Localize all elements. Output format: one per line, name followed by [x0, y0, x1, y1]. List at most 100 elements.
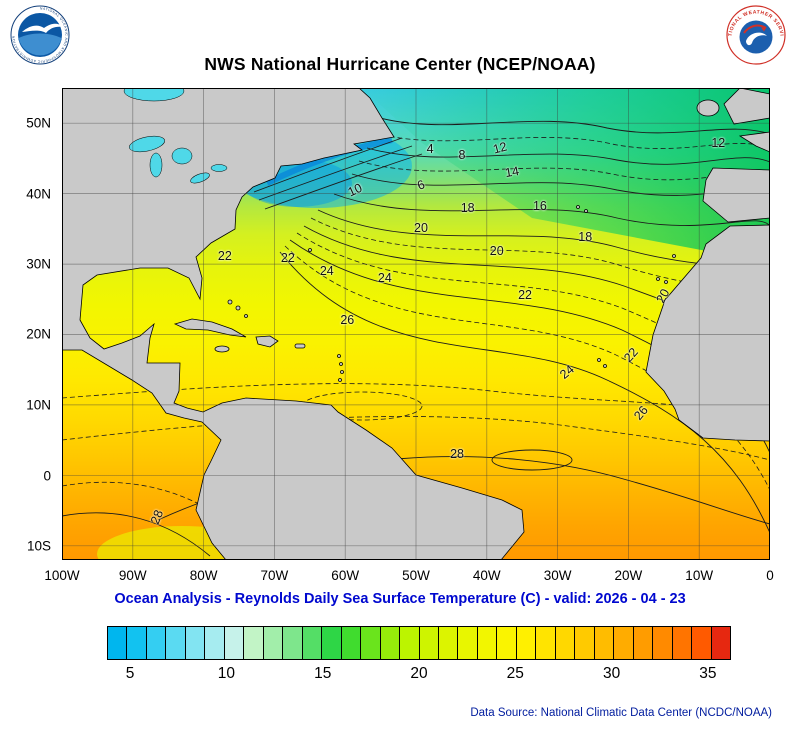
- contour-label: 24: [377, 271, 392, 286]
- x-axis-tick-label: 10W: [685, 568, 714, 583]
- grid-lines: [62, 88, 770, 560]
- land-jamaica: [214, 345, 230, 353]
- colorbar-cell: [692, 627, 712, 659]
- land-puerto-rico: [294, 343, 306, 349]
- y-axis: 50N 40N 30N 20N 10N 0 10S: [0, 88, 58, 560]
- noaa-logo-graphic: NATIONAL OCEANIC AND ATMOSPHERIC ADMINIS…: [10, 5, 70, 65]
- land-antilles: [339, 362, 343, 366]
- colorbar-cell: [146, 627, 167, 659]
- y-axis-tick-label: 0: [43, 468, 51, 483]
- x-axis-tick-label: 80W: [189, 568, 218, 583]
- land-masses: [62, 88, 770, 560]
- land-azores: [576, 205, 580, 209]
- colorbar-cell: [438, 627, 459, 659]
- contour-label: 14: [504, 163, 521, 181]
- colorbar-tick-label: 30: [602, 665, 621, 682]
- colorbar-cell: [633, 627, 654, 659]
- colorbar-cell: [653, 627, 673, 659]
- colorbar-cell: [477, 627, 498, 659]
- contour-label: 6: [415, 177, 427, 193]
- land-france: [738, 131, 770, 153]
- contour-label: 18: [578, 230, 593, 245]
- land-bermuda: [308, 248, 312, 252]
- noaa-logo-ocean: [18, 33, 62, 56]
- x-axis-tick-label: 0: [766, 568, 774, 583]
- contour-label: 26: [340, 313, 355, 328]
- x-axis-tick-label: 60W: [331, 568, 360, 583]
- contour-label: 12: [491, 139, 509, 157]
- great-lakes: [123, 88, 228, 184]
- map-caption: Ocean Analysis - Reynolds Daily Sea Surf…: [114, 591, 686, 607]
- land-madeira: [672, 254, 676, 258]
- x-axis-tick-label: 30W: [543, 568, 572, 583]
- contour-label: 18: [460, 200, 475, 215]
- land-hispaniola: [255, 335, 279, 348]
- land-antilles: [338, 378, 342, 382]
- sst-map-plot: [62, 88, 770, 560]
- land-azores: [584, 209, 588, 213]
- sst-map: 4 8 12 12 6 10 14 16 18 18 20 20 20 22 22 22 22 24 24 24 26 2…: [62, 88, 770, 560]
- colorbar-cell: [302, 627, 323, 659]
- colorbar-tick-label: 5: [125, 665, 135, 682]
- land-cape-verde: [603, 364, 607, 368]
- page-title: NWS National Hurricane Center (NCEP/NOAA…: [204, 54, 596, 74]
- colorbar-cell: [711, 627, 730, 659]
- nws-logo-graphic: NATIONAL WEATHER SERVICE: [724, 1, 786, 65]
- contour-label: 20: [414, 221, 428, 236]
- land-canary-islands: [664, 280, 668, 284]
- x-axis-tick-label: 100W: [44, 568, 80, 583]
- northeast-cool-green-region: [362, 88, 770, 263]
- colorbar-cell: [536, 627, 556, 659]
- x-axis: 100W 90W 80W 70W 60W 50W 40W 30W 20W 10W 0: [44, 563, 773, 585]
- colorbar-cell: [614, 627, 634, 659]
- y-axis-tick-label: 10N: [26, 397, 51, 413]
- x-axis-tick-label: 40W: [472, 568, 501, 583]
- y-axis-tick-label: 30N: [26, 256, 51, 272]
- contour-label: 4: [426, 141, 434, 156]
- colorbar-cell: [127, 627, 147, 659]
- x-axis-tick-label: 50W: [402, 568, 430, 583]
- nws-swirl-icon: [746, 32, 767, 46]
- colorbar-tick-label: 25: [506, 665, 524, 682]
- y-axis-tick-label: 50N: [26, 115, 51, 131]
- land-britain: [723, 88, 770, 125]
- colorbar-cell: [283, 627, 303, 659]
- nws-arrowhead-icon: [761, 27, 766, 32]
- noaa-logo: NATIONAL OCEANIC AND ATMOSPHERIC ADMINIS…: [10, 5, 70, 65]
- colorbar-cell: [224, 627, 245, 659]
- y-axis-tick-label: 20N: [26, 326, 51, 342]
- contour-label: 16: [532, 199, 547, 213]
- y-axis-tick-label: 40N: [26, 186, 51, 202]
- land-americas: [62, 88, 525, 560]
- colorbar-cell: [516, 627, 537, 659]
- coastal-cold-strip: [265, 137, 393, 186]
- colorbar-cell: [594, 627, 615, 659]
- colorbar: [107, 626, 731, 660]
- colorbar-cell: [108, 627, 128, 659]
- colorbar-cell: [341, 627, 362, 659]
- james-bay: [123, 88, 185, 102]
- land-cape-verde: [597, 358, 601, 362]
- contour-label: 28: [450, 446, 465, 461]
- colorbar-cell: [166, 627, 186, 659]
- colorbar-cell: [400, 627, 420, 659]
- land-cuba: [173, 318, 247, 338]
- x-axis-tick-label: 90W: [118, 568, 147, 583]
- x-axis-tick-label: 70W: [260, 568, 289, 583]
- noaa-seagull-icon: [22, 23, 62, 33]
- colorbar-cell: [380, 627, 401, 659]
- y-axis-tick-label: 10S: [26, 538, 51, 554]
- colorbar-cell: [555, 627, 576, 659]
- contour-label: 28: [147, 507, 166, 527]
- land-iberia: [702, 167, 770, 223]
- colorbar-cell: [361, 627, 381, 659]
- land-africa: [645, 224, 770, 442]
- land-canary-islands: [656, 277, 660, 281]
- colorbar-tick-label: 15: [314, 665, 332, 682]
- land-bahamas: [244, 314, 248, 318]
- colorbar-tick-label: 10: [217, 665, 236, 682]
- colorbar-tick-label: 35: [699, 665, 717, 682]
- contour-labels-layer: 4 8 12 12 6 10 14 16 18 18 20 20 20 22 22 22 22 24 24 24 26 2…: [62, 88, 770, 560]
- land-bahamas: [235, 305, 241, 311]
